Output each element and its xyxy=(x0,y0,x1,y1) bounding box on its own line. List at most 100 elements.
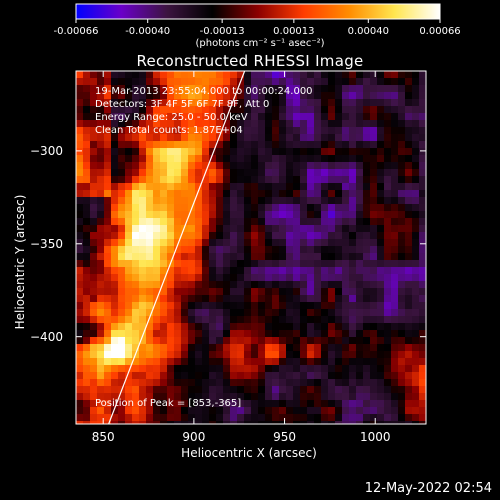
heatmap-cell xyxy=(181,176,189,184)
heatmap-cell xyxy=(90,309,98,317)
heatmap-cell xyxy=(223,78,231,86)
heatmap-cell xyxy=(160,78,168,86)
heatmap-cell xyxy=(314,379,322,387)
heatmap-cell xyxy=(307,337,315,345)
heatmap-cell xyxy=(97,176,105,184)
heatmap-cell xyxy=(391,176,399,184)
heatmap-cell xyxy=(300,92,308,100)
heatmap-cell xyxy=(244,393,252,401)
heatmap-cell xyxy=(370,372,378,380)
heatmap-cell xyxy=(398,253,406,261)
heatmap-cell xyxy=(167,190,175,198)
heatmap-cell xyxy=(286,120,294,128)
heatmap-cell xyxy=(265,127,273,135)
heatmap-cell xyxy=(146,183,154,191)
heatmap-cell xyxy=(83,155,91,163)
heatmap-cell xyxy=(328,190,336,198)
heatmap-cell xyxy=(188,344,196,352)
heatmap-cell xyxy=(111,225,119,233)
heatmap-cell xyxy=(314,330,322,338)
heatmap-cell xyxy=(118,239,126,247)
heatmap-cell xyxy=(419,386,426,394)
heatmap-cell xyxy=(104,274,112,282)
heatmap-cell xyxy=(356,421,364,424)
heatmap-cell xyxy=(83,204,91,212)
heatmap-cell xyxy=(216,155,224,163)
colorbar-unit-label: (photons cm⁻² s⁻¹ asec⁻²) xyxy=(195,38,325,49)
heatmap-image xyxy=(76,71,426,424)
heatmap-cell xyxy=(90,337,98,345)
heatmap-cell xyxy=(223,106,231,114)
heatmap-cell xyxy=(398,99,406,107)
heatmap-cell xyxy=(405,288,413,296)
heatmap-cell xyxy=(398,246,406,254)
heatmap-cell xyxy=(76,323,84,331)
heatmap-cell xyxy=(146,176,154,184)
heatmap-cell xyxy=(307,225,315,233)
heatmap-cell xyxy=(167,379,175,387)
heatmap-cell xyxy=(328,316,336,324)
heatmap-cell xyxy=(223,197,231,205)
heatmap-cell xyxy=(209,407,217,415)
heatmap-cell xyxy=(272,232,280,240)
heatmap-cell xyxy=(188,281,196,289)
heatmap-cell xyxy=(216,372,224,380)
heatmap-cell xyxy=(230,71,238,79)
heatmap-cell xyxy=(342,197,350,205)
heatmap-cell xyxy=(209,281,217,289)
heatmap-cell xyxy=(104,183,112,191)
heatmap-cell xyxy=(209,393,217,401)
heatmap-cell xyxy=(244,211,252,219)
heatmap-cell xyxy=(244,246,252,254)
heatmap-cell xyxy=(202,267,210,275)
heatmap-cell xyxy=(300,169,308,177)
heatmap-cell xyxy=(363,120,371,128)
heatmap-cell xyxy=(251,141,259,149)
heatmap-cell xyxy=(125,407,133,415)
heatmap-cell xyxy=(286,253,294,261)
heatmap-cell xyxy=(363,337,371,345)
heatmap-cell xyxy=(370,218,378,226)
heatmap-cell xyxy=(160,400,168,408)
heatmap-cell xyxy=(202,288,210,296)
heatmap-cell xyxy=(125,162,133,170)
heatmap-cell xyxy=(209,344,217,352)
heatmap-cell xyxy=(412,218,420,226)
heatmap-cell xyxy=(97,337,105,345)
heatmap-cell xyxy=(419,120,426,128)
heatmap-cell xyxy=(391,134,399,142)
heatmap-cell xyxy=(167,155,175,163)
heatmap-cell xyxy=(384,120,392,128)
heatmap-cell xyxy=(384,162,392,170)
heatmap-cell xyxy=(272,183,280,191)
heatmap-cell xyxy=(132,225,140,233)
heatmap-cell xyxy=(216,246,224,254)
heatmap-cell xyxy=(335,106,343,114)
heatmap-cell xyxy=(174,316,182,324)
heatmap-cell xyxy=(349,197,357,205)
heatmap-cell xyxy=(188,99,196,107)
heatmap-cell xyxy=(104,99,112,107)
heatmap-cell xyxy=(321,225,329,233)
heatmap-cell xyxy=(90,400,98,408)
heatmap-cell xyxy=(412,134,420,142)
heatmap-cell xyxy=(251,288,259,296)
heatmap-cell xyxy=(132,113,140,121)
heatmap-cell xyxy=(167,365,175,373)
heatmap-cell xyxy=(160,225,168,233)
heatmap-cell xyxy=(398,393,406,401)
heatmap-cell xyxy=(286,113,294,121)
heatmap-cell xyxy=(314,176,322,184)
heatmap-cell xyxy=(174,323,182,331)
heatmap-cell xyxy=(139,78,147,86)
heatmap-cell xyxy=(384,358,392,366)
heatmap-cell xyxy=(258,274,266,282)
heatmap-cell xyxy=(195,295,203,303)
heatmap-cell xyxy=(258,281,266,289)
heatmap-cell xyxy=(300,71,308,79)
heatmap-cell xyxy=(335,309,343,317)
heatmap-cell xyxy=(104,246,112,254)
heatmap-cell xyxy=(265,169,273,177)
heatmap-cell xyxy=(391,127,399,135)
heatmap-cell xyxy=(300,155,308,163)
